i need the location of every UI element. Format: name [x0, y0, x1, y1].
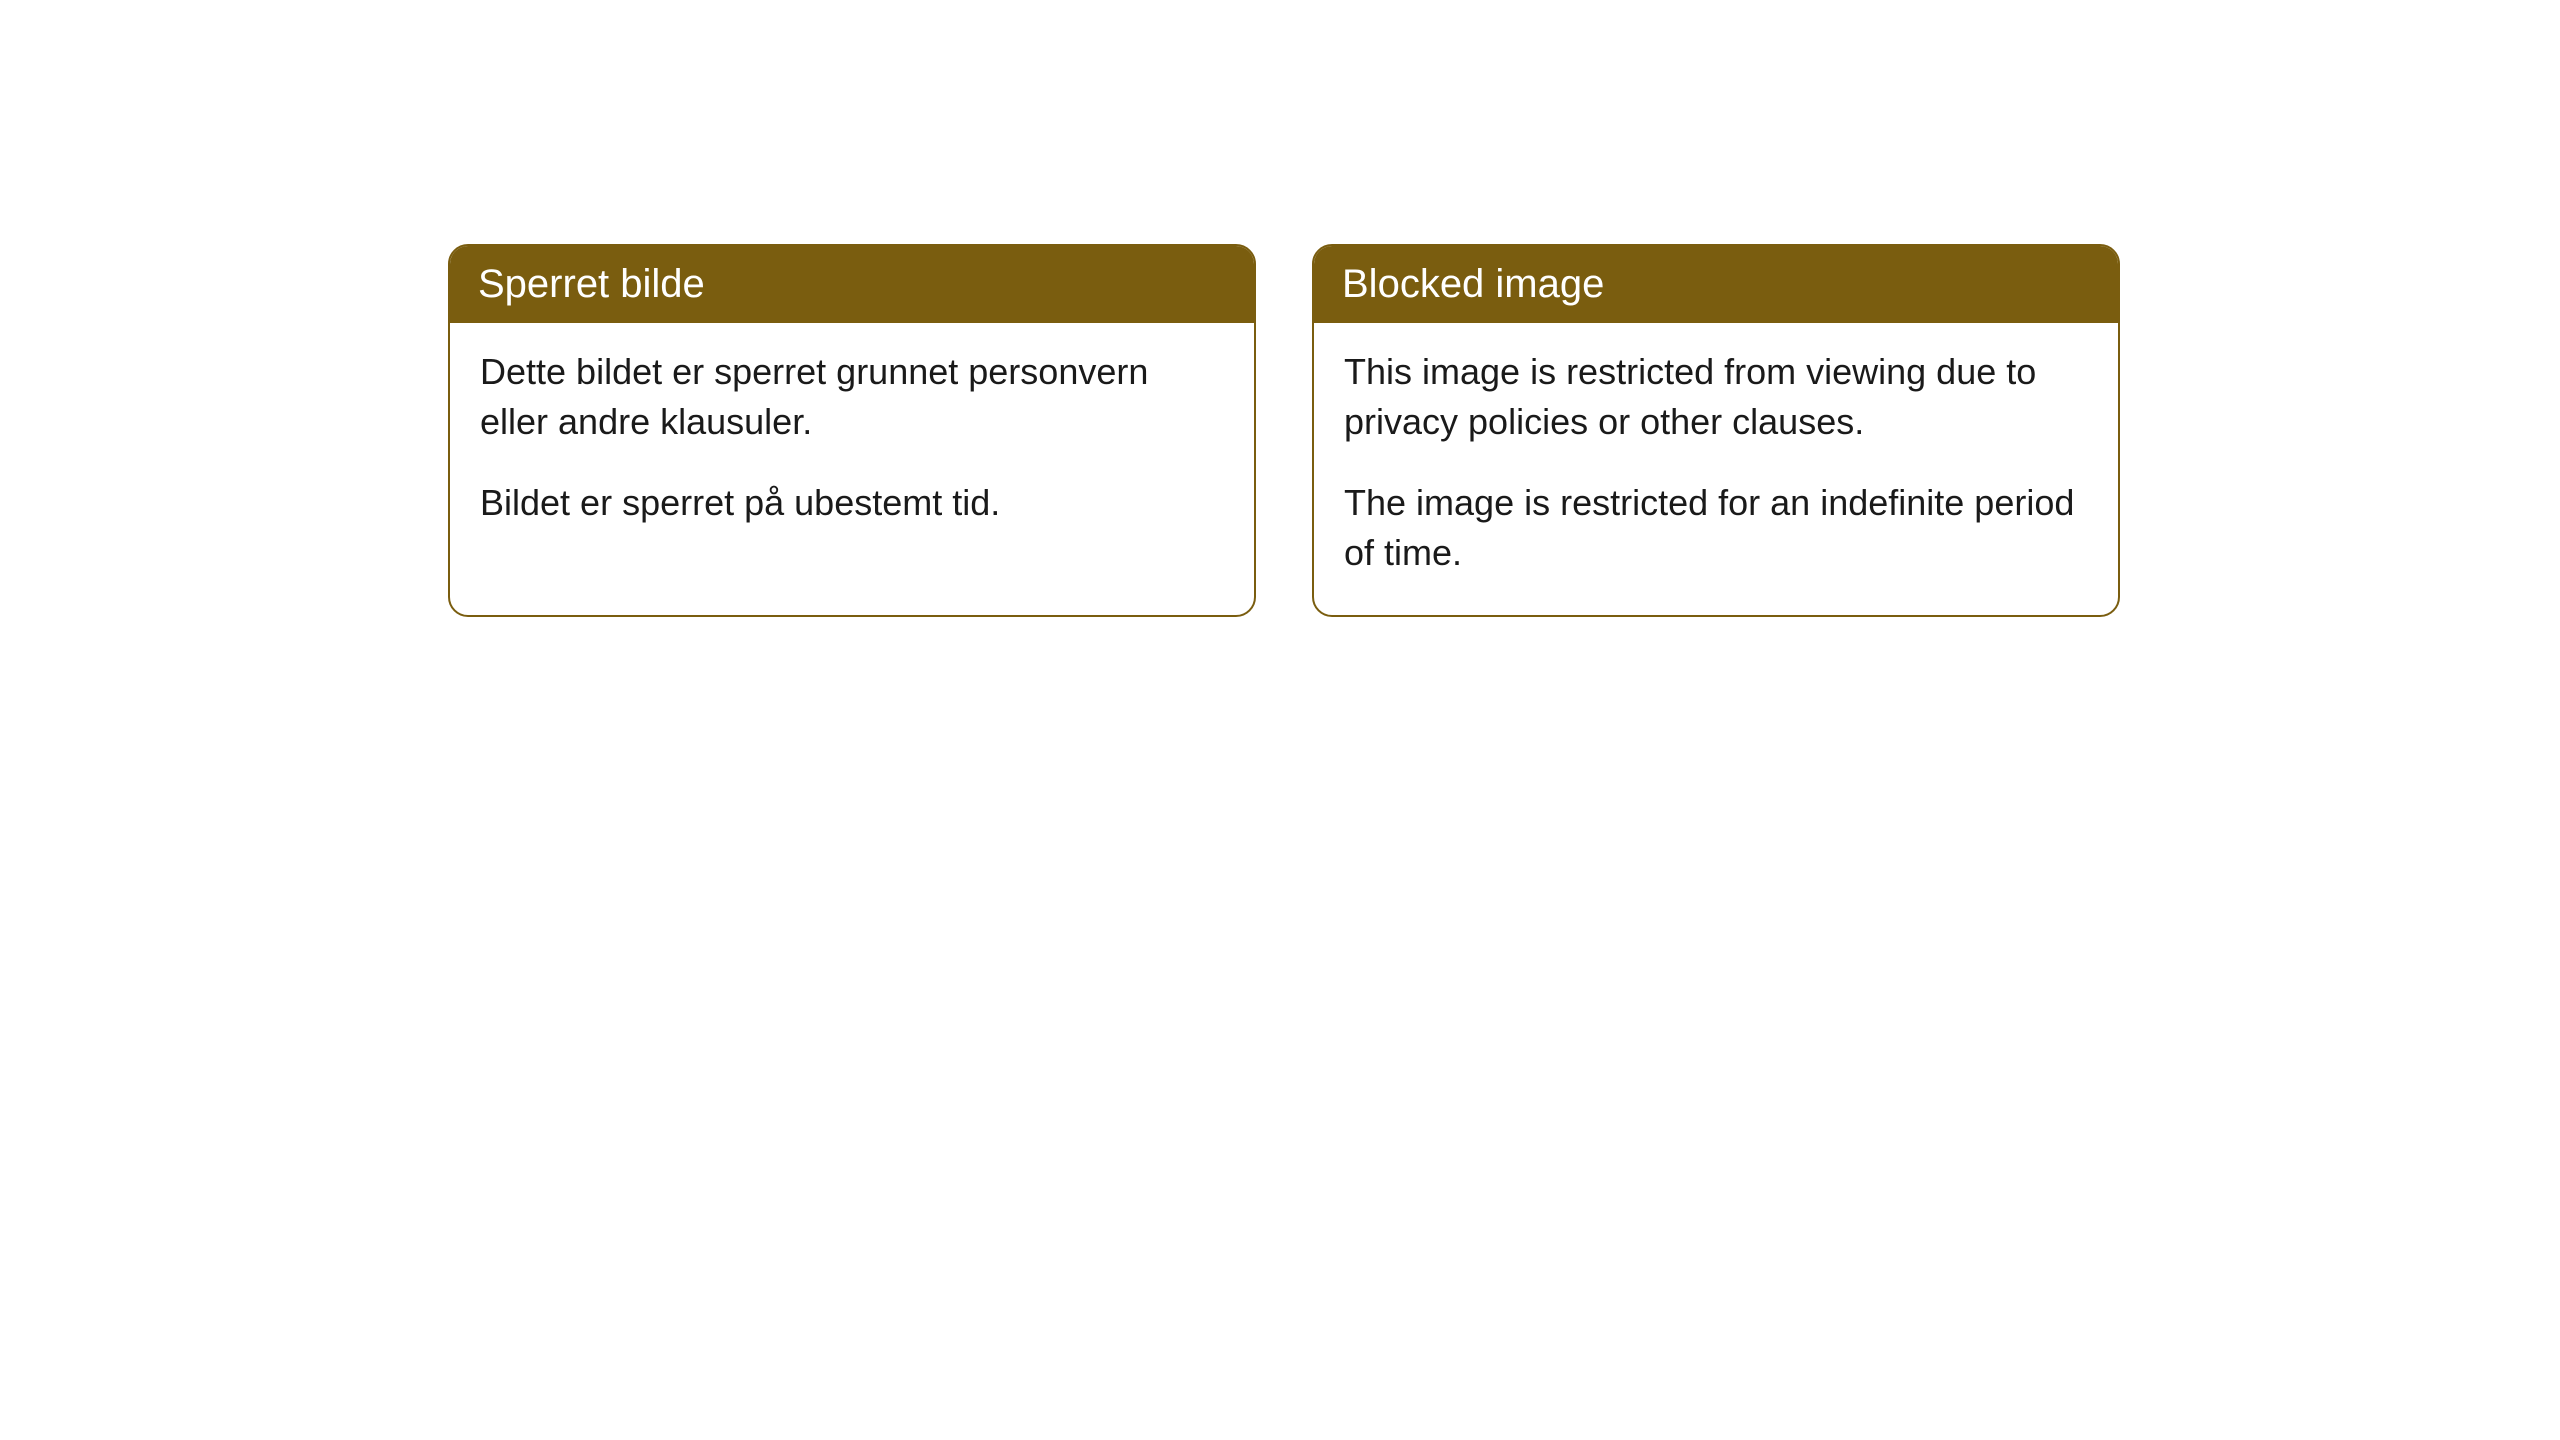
card-title-en: Blocked image [1342, 262, 1604, 306]
card-header-en: Blocked image [1314, 246, 2118, 323]
card-body-en: This image is restricted from viewing du… [1314, 323, 2118, 615]
card-text-line1-en: This image is restricted from viewing du… [1344, 347, 2088, 448]
card-body-no: Dette bildet er sperret grunnet personve… [450, 323, 1254, 564]
card-text-line1-no: Dette bildet er sperret grunnet personve… [480, 347, 1224, 448]
card-text-line2-en: The image is restricted for an indefinit… [1344, 478, 2088, 579]
card-title-no: Sperret bilde [478, 262, 705, 306]
card-header-no: Sperret bilde [450, 246, 1254, 323]
card-text-line2-no: Bildet er sperret på ubestemt tid. [480, 478, 1224, 528]
blocked-image-card-en: Blocked image This image is restricted f… [1312, 244, 2120, 617]
notice-container: Sperret bilde Dette bildet er sperret gr… [0, 0, 2560, 617]
blocked-image-card-no: Sperret bilde Dette bildet er sperret gr… [448, 244, 1256, 617]
